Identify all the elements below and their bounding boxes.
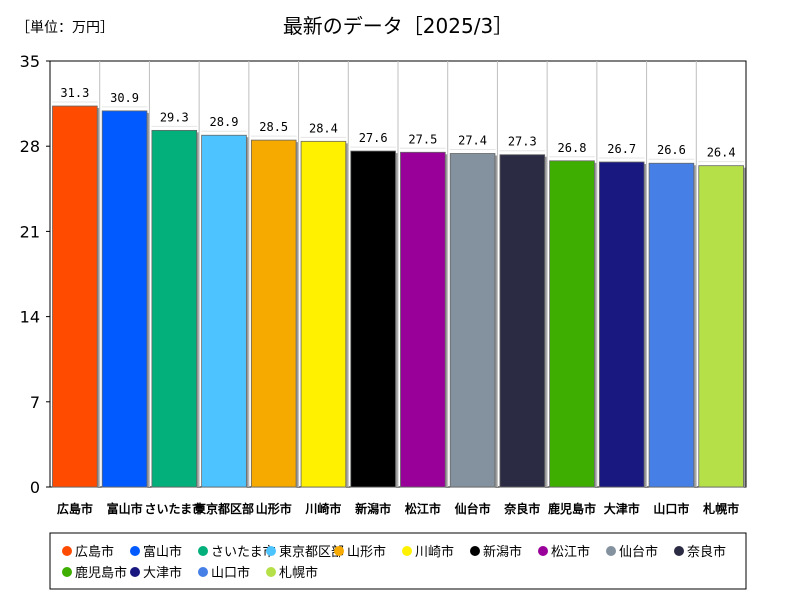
legend-item-label: 広島市: [75, 544, 114, 560]
plot-area: 0 7 14 21 28 35 31.3 広島市 30.9 富山市 29.3 さいたま市 28.9 東京都…: [20, 52, 747, 516]
data-label: 27.4: [458, 134, 487, 148]
x-tick-label: 大津市: [604, 501, 640, 516]
legend-item-label: 川崎市: [415, 544, 454, 560]
x-tick-label: さいたま市: [144, 501, 204, 516]
bar: [101, 110, 148, 488]
x-tick-label: 山口市: [653, 501, 689, 516]
legend-item-label: 山形市: [347, 544, 386, 560]
data-label: 26.7: [607, 142, 636, 156]
legend-item-label: 富山市: [143, 544, 182, 560]
y-tick-label: 21: [20, 222, 40, 241]
x-tick-label: 東京都区部: [194, 501, 254, 516]
legend-marker: [470, 546, 480, 556]
data-label: 28.5: [259, 120, 288, 134]
data-label: 28.9: [210, 115, 239, 129]
y-tick-label: 35: [20, 52, 40, 71]
x-tick-label: 鹿児島市: [548, 501, 596, 516]
data-label: 30.9: [110, 91, 139, 105]
legend-item-label: 大津市: [143, 565, 182, 581]
data-label: 26.4: [707, 146, 736, 160]
legend-item-label: 新潟市: [483, 544, 522, 560]
bar: [52, 105, 98, 488]
data-label: 31.3: [60, 86, 89, 100]
legend-marker: [266, 567, 276, 577]
x-tick-label: 新潟市: [355, 501, 391, 516]
x-tick-label: 松江市: [405, 501, 441, 516]
legend-marker: [538, 546, 548, 556]
data-label: 26.8: [558, 141, 587, 155]
bar: [499, 154, 546, 488]
legend-item-label: 東京都区部: [279, 544, 344, 560]
legend-marker: [62, 567, 72, 577]
x-tick-label: 奈良市: [503, 501, 540, 516]
legend-marker: [198, 546, 208, 556]
bar: [250, 139, 297, 488]
legend-marker: [62, 546, 72, 556]
bar: [400, 151, 446, 488]
y-tick-label: 7: [30, 393, 40, 412]
legend-marker: [130, 567, 140, 577]
x-tick-label: 山形市: [256, 501, 292, 516]
data-label: 27.5: [408, 132, 437, 146]
legend-item-label: 奈良市: [687, 544, 726, 560]
legend-marker: [130, 546, 140, 556]
y-tick-label: 0: [30, 478, 40, 497]
x-tick-label: 札幌市: [702, 501, 739, 516]
legend-frame: [49, 532, 747, 590]
legend-marker: [198, 567, 208, 577]
legend-item-label: 山口市: [211, 565, 250, 581]
y-tick-label: 14: [20, 308, 40, 327]
data-label: 28.4: [309, 121, 338, 135]
legend-marker: [674, 546, 684, 556]
x-tick-label: 仙台市: [455, 501, 491, 516]
data-label: 27.6: [359, 131, 388, 145]
legend-item-label: 松江市: [551, 544, 590, 560]
legend-marker: [402, 546, 412, 556]
unit-label: ［単位：万円］: [16, 20, 114, 36]
bar: [598, 161, 645, 488]
legend-item-label: 仙台市: [619, 544, 658, 560]
legend-marker: [606, 546, 616, 556]
data-label: 26.6: [657, 143, 686, 157]
legend-item-label: 鹿児島市: [75, 565, 127, 581]
data-label: 29.3: [160, 110, 189, 124]
chart-title: 最新のデータ［2025/3］: [283, 14, 513, 38]
legend-marker: [334, 546, 344, 556]
bar: [350, 150, 396, 488]
bar: [151, 129, 198, 488]
x-tick-label: 川崎市: [304, 501, 341, 516]
x-tick-label: 広島市: [57, 501, 93, 516]
bar: [549, 160, 595, 488]
bar: [300, 140, 347, 488]
bar: [648, 162, 695, 488]
y-tick-label: 28: [20, 137, 40, 156]
bar: [201, 134, 247, 488]
x-tick-label: 富山市: [107, 501, 143, 516]
bar: [449, 153, 496, 488]
bar: [698, 165, 744, 488]
data-label: 27.3: [508, 135, 537, 149]
legend-marker: [266, 546, 276, 556]
legend-item-label: 札幌市: [279, 565, 318, 581]
legend-item-label: さいたま市: [211, 544, 276, 560]
